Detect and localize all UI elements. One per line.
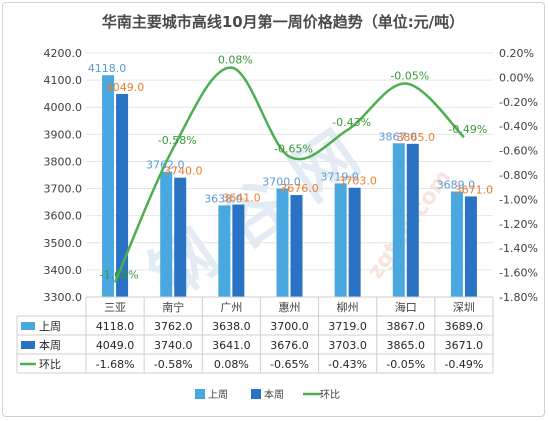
chart-title: 华南主要城市高线10月第一周价格趋势（单位:元/吨）: [102, 13, 464, 31]
bar-curr: [290, 195, 303, 297]
table-cell: 3671.0: [445, 339, 484, 352]
data-label-ratio: -0.05%: [390, 70, 429, 83]
data-label-curr: 4049.0: [106, 81, 145, 94]
legend-label: 上周: [208, 389, 228, 401]
left-axis-tick: 3700.0: [44, 183, 83, 196]
table-legend-swatch: [21, 322, 35, 330]
bar-curr: [464, 196, 477, 297]
table-cell: -1.68%: [96, 358, 135, 371]
table-cell: 3865.0: [387, 339, 426, 352]
right-axis-tick: -0.60%: [499, 145, 538, 158]
bar-curr: [116, 93, 129, 297]
chart-svg: 华南主要城市高线10月第一周价格趋势（单位:元/吨）钢 谷 网zgtcn.com…: [16, 13, 538, 401]
table-cell: -0.05%: [386, 358, 425, 371]
data-label-prev: 3638.0: [204, 192, 243, 205]
legend-swatch: [195, 389, 205, 399]
right-axis-tick: -0.20%: [499, 96, 538, 109]
bar-curr: [232, 204, 245, 297]
data-label-ratio: -0.58%: [158, 134, 197, 147]
category-label: 海口: [395, 300, 417, 314]
bar-prev: [218, 205, 231, 297]
table-cell: -0.58%: [154, 358, 193, 371]
table-row-name: 上周: [39, 320, 61, 333]
bar-prev: [392, 143, 405, 297]
data-label-prev: 3719.0: [320, 170, 359, 183]
left-axis-tick: 4200.0: [44, 47, 83, 60]
data-label-prev: 3867.0: [379, 130, 418, 143]
left-axis-tick: 3500.0: [44, 237, 83, 250]
data-label-curr: 3703.0: [338, 175, 377, 188]
right-axis-tick: -1.60%: [499, 267, 538, 280]
bar-prev: [102, 75, 115, 297]
table-cell: 3762.0: [154, 320, 193, 333]
table-cell: 3867.0: [387, 320, 426, 333]
category-label: 南宁: [162, 300, 184, 314]
legend-swatch: [251, 389, 261, 399]
table-cell: 3719.0: [328, 320, 367, 333]
data-label-curr: 3676.0: [280, 182, 319, 195]
table-cell: 3638.0: [212, 320, 251, 333]
category-label: 广州: [220, 301, 242, 314]
table-row-name: 环比: [39, 358, 61, 371]
data-label-curr: 3671.0: [455, 183, 494, 196]
chart-frame: 华南主要城市高线10月第一周价格趋势（单位:元/吨）钢 谷 网zgtcn.com…: [2, 2, 545, 417]
data-label-ratio: -0.43%: [332, 116, 371, 129]
category-label: 柳州: [337, 300, 359, 314]
left-axis-tick: 4000.0: [44, 101, 83, 114]
table-cell: 3700.0: [270, 320, 309, 333]
right-axis-tick: -1.40%: [499, 242, 538, 255]
table-cell: 3689.0: [445, 320, 484, 333]
data-label-ratio: 0.08%: [218, 54, 253, 67]
legend-label: 本周: [264, 388, 284, 401]
legend-label: 环比: [320, 389, 340, 401]
left-axis-tick: 3600.0: [44, 210, 83, 223]
table-cell: -0.49%: [444, 358, 483, 371]
table-legend-swatch: [21, 341, 35, 349]
left-axis-tick: 3300.0: [44, 291, 83, 304]
bar-prev: [450, 191, 463, 297]
data-label-prev: 3762.0: [146, 159, 185, 172]
table-cell: 4049.0: [96, 339, 135, 352]
data-label-curr: 3641.0: [222, 192, 261, 205]
bar-curr: [406, 143, 419, 297]
table-cell: 4118.0: [96, 320, 135, 333]
data-label-curr: 3740.0: [164, 165, 203, 178]
right-axis-tick: -1.00%: [499, 193, 538, 206]
table-cell: 3676.0: [270, 339, 309, 352]
table-cell: 3641.0: [212, 339, 251, 352]
data-label-ratio: -0.65%: [274, 143, 313, 156]
data-label-prev: 4118.0: [88, 62, 127, 75]
left-axis-tick: 3900.0: [44, 128, 83, 141]
bar-curr: [348, 187, 361, 297]
category-label: 三亚: [104, 301, 126, 314]
left-axis-tick: 3400.0: [44, 264, 83, 277]
right-axis-tick: -1.20%: [499, 218, 538, 231]
bar-prev: [160, 171, 173, 297]
right-axis-tick: -0.80%: [499, 169, 538, 182]
table-cell: -0.43%: [328, 358, 367, 371]
table-cell: 3703.0: [328, 339, 367, 352]
table-cell: -0.65%: [270, 358, 309, 371]
ratio-line: [113, 66, 465, 283]
category-label: 惠州: [279, 300, 301, 314]
bar-prev: [334, 183, 347, 297]
table-cell: 3740.0: [154, 339, 193, 352]
right-axis-tick: 0.20%: [499, 47, 534, 60]
left-axis-tick: 3800.0: [44, 155, 83, 168]
right-axis-tick: -1.80%: [499, 291, 538, 304]
right-axis-tick: -0.40%: [499, 120, 538, 133]
data-label-prev: 3700.0: [262, 176, 301, 189]
right-axis-tick: 0.00%: [499, 71, 534, 84]
data-label-curr: 3865.0: [397, 131, 436, 144]
table-row-name: 本周: [39, 338, 61, 352]
bar-prev: [276, 188, 289, 297]
data-label-ratio: -0.49%: [448, 123, 487, 136]
bar-curr: [174, 177, 187, 297]
category-label: 深圳: [453, 301, 475, 314]
table-cell: 0.08%: [214, 358, 249, 371]
left-axis-tick: 4100.0: [44, 74, 83, 87]
data-label-prev: 3689.0: [437, 179, 476, 192]
data-label-ratio: -1.68%: [100, 268, 139, 281]
